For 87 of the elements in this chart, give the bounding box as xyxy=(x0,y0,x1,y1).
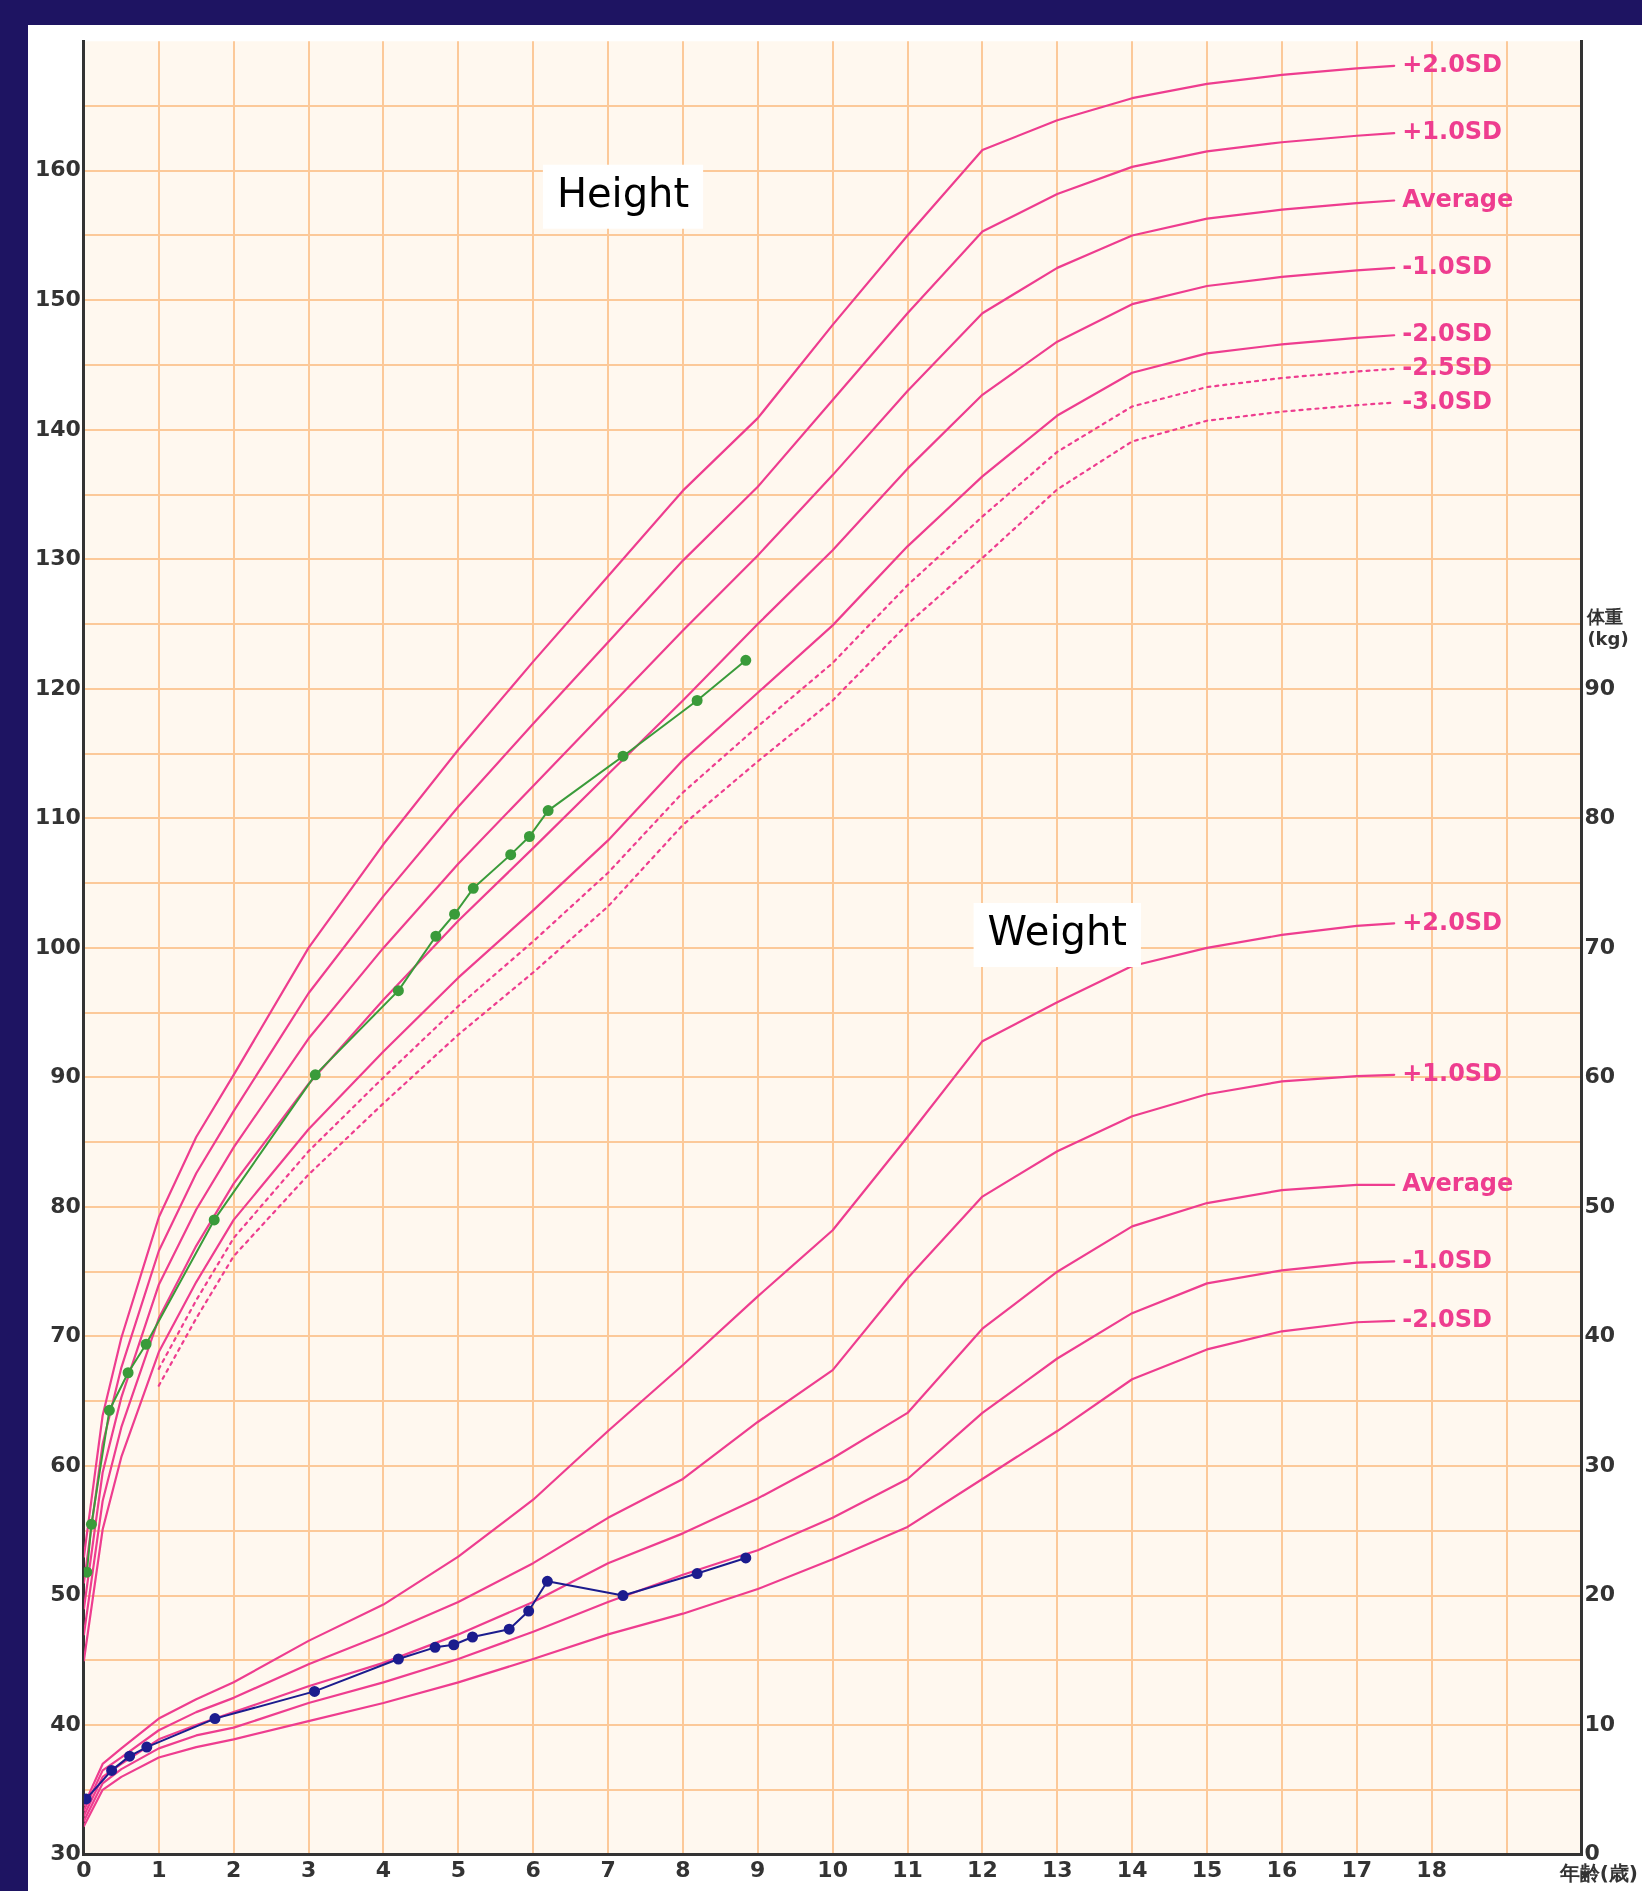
point xyxy=(309,1069,321,1081)
annotation: Height xyxy=(556,170,690,217)
point xyxy=(467,1631,479,1643)
x-tick-label: 14 xyxy=(1116,1856,1148,1882)
y-tick-label: 100 xyxy=(34,933,81,959)
point xyxy=(85,1518,97,1530)
point xyxy=(740,654,752,666)
series-label: Average xyxy=(1402,1169,1514,1198)
point xyxy=(430,930,442,942)
y-tick-label: 70 xyxy=(50,1322,81,1348)
point xyxy=(617,1590,629,1602)
y2-tick-label: 30 xyxy=(1584,1451,1616,1477)
x-tick-label: 6 xyxy=(525,1856,541,1882)
point xyxy=(103,1404,115,1416)
x-tick-label: 12 xyxy=(967,1856,998,1882)
x-tick-label: 18 xyxy=(1416,1856,1447,1882)
y2-tick-label: 80 xyxy=(1584,804,1616,830)
series-label: +1.0SD xyxy=(1402,1059,1503,1088)
point xyxy=(124,1750,136,1762)
y2-tick-label: 40 xyxy=(1584,1322,1616,1348)
point xyxy=(691,1568,703,1580)
y-tick-label: 120 xyxy=(34,674,81,700)
point xyxy=(140,1338,152,1350)
point xyxy=(523,1605,535,1617)
series-label: -1.0SD xyxy=(1402,252,1492,281)
y-tick-label: 110 xyxy=(34,804,81,830)
point xyxy=(448,1639,460,1651)
point xyxy=(106,1764,118,1776)
point xyxy=(209,1713,221,1725)
point xyxy=(449,908,461,920)
point xyxy=(83,1566,93,1578)
series-label: +1.0SD xyxy=(1402,117,1503,146)
point xyxy=(467,882,479,894)
series-label: +2.0SD xyxy=(1402,907,1503,936)
y2-tick-label: 10 xyxy=(1584,1710,1616,1736)
x-tick-label: 15 xyxy=(1191,1856,1223,1882)
x-tick-label: 3 xyxy=(300,1856,317,1882)
annotation: Weight xyxy=(987,908,1127,955)
point xyxy=(505,849,517,861)
point xyxy=(617,750,629,762)
series-label: +2.0SD xyxy=(1402,50,1503,79)
point xyxy=(542,805,554,817)
point xyxy=(122,1367,134,1379)
y-tick-label: 130 xyxy=(34,545,81,571)
x-tick-label: 5 xyxy=(450,1856,466,1882)
x-tick-label: 9 xyxy=(750,1856,766,1882)
point xyxy=(429,1641,441,1653)
point xyxy=(503,1623,515,1635)
y-tick-label: 140 xyxy=(34,415,81,441)
y-tick-label: 60 xyxy=(50,1451,81,1477)
point xyxy=(523,831,535,843)
x-tick-label: 16 xyxy=(1266,1856,1298,1882)
point xyxy=(541,1575,553,1587)
x-tick-label: 13 xyxy=(1041,1856,1073,1882)
point xyxy=(691,695,703,706)
point xyxy=(309,1685,321,1697)
y2-tick-label: 70 xyxy=(1584,933,1616,959)
series-label: -1.0SD xyxy=(1402,1245,1492,1274)
y2-tick-label: 60 xyxy=(1584,1063,1616,1089)
x-tick-label: 4 xyxy=(375,1856,392,1882)
y2-tick-label: 20 xyxy=(1584,1581,1616,1607)
y-tick-label: 150 xyxy=(34,285,81,311)
point xyxy=(208,1214,220,1226)
x-tick-label: 11 xyxy=(892,1856,923,1882)
y2-tick-label: 90 xyxy=(1584,674,1616,700)
x-tick-label: 7 xyxy=(600,1856,616,1882)
series-label: -2.0SD xyxy=(1402,1305,1492,1334)
point xyxy=(740,1552,752,1564)
x-tick-label: 10 xyxy=(817,1856,848,1882)
y-tick-label: 40 xyxy=(50,1710,81,1736)
y-tick-label: 80 xyxy=(50,1192,81,1218)
series-label: Average xyxy=(1402,184,1514,213)
x-tick-label: 2 xyxy=(226,1856,242,1882)
y-tick-label: 50 xyxy=(50,1581,81,1607)
x-tick-label: 17 xyxy=(1341,1856,1373,1882)
y2-axis-title: 体重 (kg) xyxy=(1586,605,1629,649)
y-tick-label: 160 xyxy=(34,156,81,182)
x-tick-label: 1 xyxy=(151,1856,167,1882)
y-tick-label: 90 xyxy=(50,1063,81,1089)
point xyxy=(141,1741,153,1753)
series-label: -3.0SD xyxy=(1402,386,1492,415)
y2-tick-label: 50 xyxy=(1584,1192,1616,1218)
point xyxy=(392,985,404,997)
series-label: -2.0SD xyxy=(1402,319,1492,348)
series-label: -2.5SD xyxy=(1402,353,1492,382)
x-tick-label: 8 xyxy=(675,1856,691,1882)
point xyxy=(392,1653,404,1665)
